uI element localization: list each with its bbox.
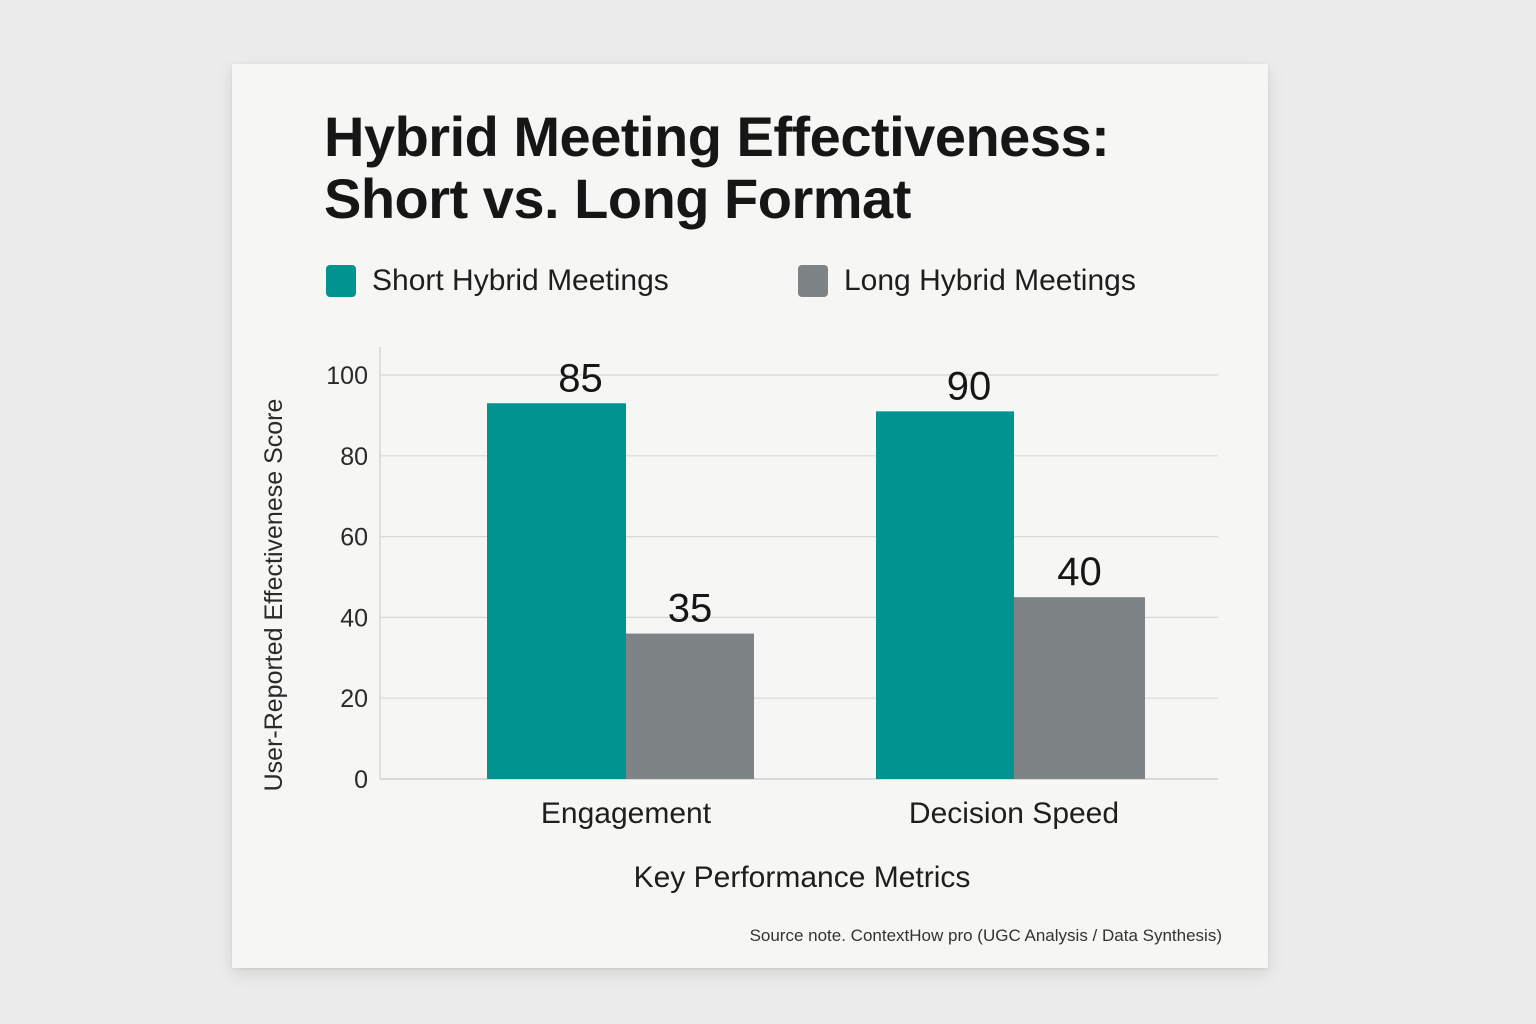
legend-label-long: Long Hybrid Meetings [844, 264, 1136, 297]
bar-chart: 0 20 40 60 80 100 85 35 Engagement 90 40 Decision S… [260, 347, 1218, 894]
chart-card: Hybrid Meeting Effectiveness: Short vs. … [232, 64, 1268, 968]
legend-swatch-long [798, 265, 828, 297]
y-axis-title: User-Reported Effectivenese Score [260, 399, 288, 792]
data-label-long-decision-speed: 40 [1057, 550, 1102, 594]
chart-title: Hybrid Meeting Effectiveness: Short vs. … [324, 105, 1110, 230]
bar-short-engagement [487, 403, 626, 779]
y-tick-label-80: 80 [340, 443, 368, 471]
legend: Short Hybrid Meetings Long Hybrid Meetin… [326, 264, 1226, 304]
legend-swatch-short [326, 265, 356, 297]
data-label-short-engagement: 85 [558, 356, 603, 400]
chart-title-line-1: Hybrid Meeting Effectiveness: [324, 105, 1110, 168]
bar-short-decision-speed [876, 411, 1014, 779]
y-tick-label-60: 60 [340, 524, 368, 552]
data-label-long-engagement: 35 [668, 587, 713, 631]
x-category-label-engagement: Engagement [541, 797, 712, 830]
y-tick-label-20: 20 [340, 685, 368, 713]
legend-label-short: Short Hybrid Meetings [372, 264, 669, 297]
y-tick-label-40: 40 [340, 604, 368, 632]
data-label-short-decision-speed: 90 [947, 364, 992, 408]
source-note: Source note. ContextHow pro (UGC Analysi… [749, 926, 1222, 945]
y-tick-label-0: 0 [354, 766, 368, 794]
chart-title-line-2: Short vs. Long Format [324, 167, 911, 230]
bar-long-engagement [626, 633, 754, 779]
bar-long-decision-speed [1014, 597, 1145, 779]
legend-item-long: Long Hybrid Meetings [798, 264, 1136, 298]
y-tick-label-100: 100 [326, 362, 368, 390]
x-axis-title: Key Performance Metrics [634, 861, 971, 894]
x-category-label-decision-speed: Decision Speed [909, 797, 1119, 830]
legend-item-short: Short Hybrid Meetings [326, 264, 669, 298]
